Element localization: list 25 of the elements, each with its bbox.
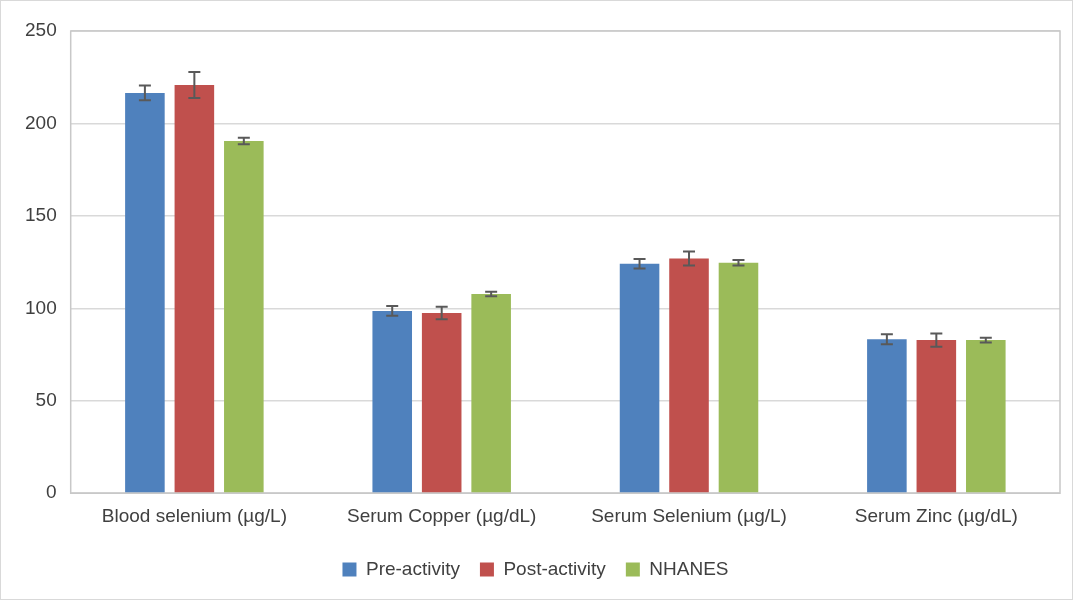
- bar: [224, 141, 264, 493]
- y-tick-label: 200: [25, 111, 57, 133]
- bar: [619, 263, 660, 493]
- bar: [916, 340, 957, 493]
- legend-label: Post-activity: [503, 557, 607, 579]
- x-tick-label: Serum Selenium (µg/L): [591, 504, 787, 526]
- y-tick-label: 0: [46, 481, 57, 503]
- bar: [966, 340, 1006, 493]
- legend-label: NHANES: [649, 557, 729, 579]
- bar: [372, 310, 413, 493]
- x-tick-label: Blood selenium (µg/L): [101, 504, 287, 526]
- bar: [718, 262, 759, 493]
- x-tick-label: Serum Copper (µg/dL): [346, 504, 537, 526]
- y-tick-label: 50: [35, 388, 57, 410]
- y-tick-label: 250: [25, 19, 57, 41]
- y-tick-label: 100: [25, 296, 57, 318]
- bar: [125, 92, 165, 493]
- y-tick-label: 150: [25, 204, 57, 226]
- bar: [471, 294, 511, 493]
- legend-label: Pre-activity: [365, 557, 461, 579]
- x-tick-label: Serum Zinc (µg/dL): [854, 504, 1018, 526]
- bar: [867, 339, 907, 493]
- bar: [421, 312, 462, 493]
- bar: [174, 84, 215, 493]
- bar: [669, 258, 709, 493]
